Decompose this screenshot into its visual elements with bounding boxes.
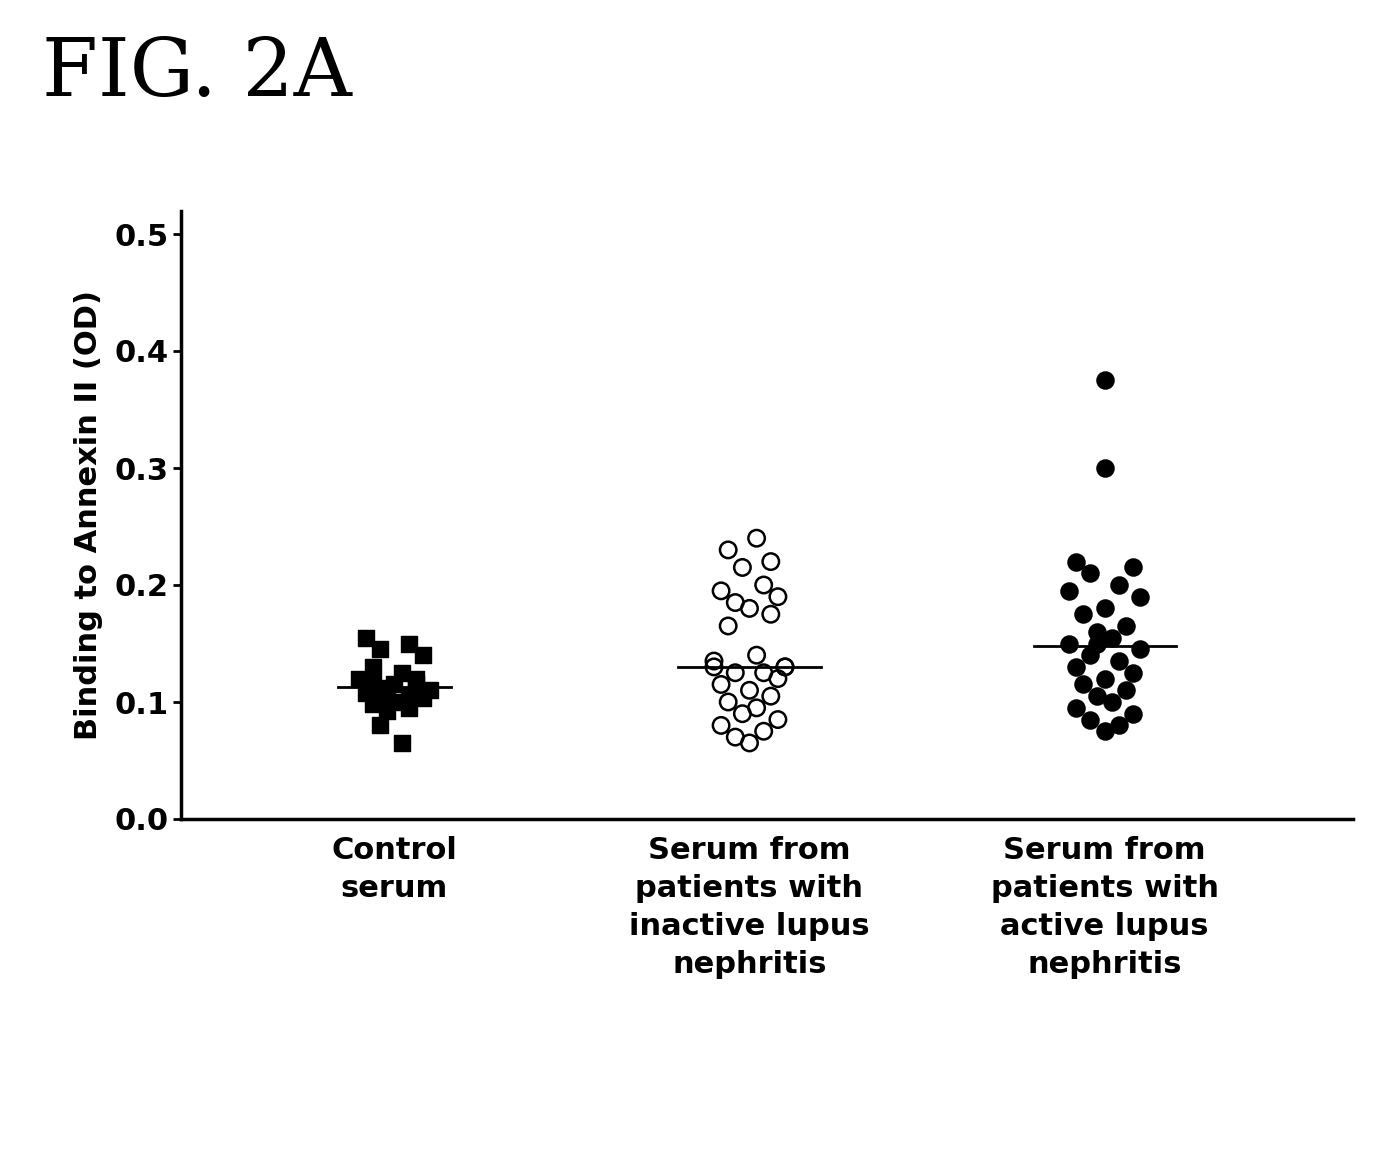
Point bbox=[752, 663, 774, 682]
Point bbox=[1122, 663, 1144, 682]
Point bbox=[767, 669, 790, 688]
Point bbox=[731, 704, 753, 723]
Point bbox=[703, 652, 725, 670]
Point bbox=[398, 686, 420, 704]
Point bbox=[412, 646, 434, 665]
Point bbox=[1115, 617, 1137, 635]
Point bbox=[752, 576, 774, 594]
Point bbox=[1122, 704, 1144, 723]
Point bbox=[738, 681, 760, 700]
Point bbox=[767, 710, 790, 729]
Point bbox=[1064, 698, 1087, 717]
Point bbox=[738, 599, 760, 618]
Point bbox=[347, 669, 370, 688]
Point bbox=[724, 593, 746, 612]
Point bbox=[1094, 599, 1116, 618]
Point bbox=[1087, 687, 1109, 706]
Point bbox=[1108, 576, 1130, 594]
Point bbox=[370, 687, 392, 706]
Point bbox=[724, 728, 746, 746]
Point bbox=[1101, 693, 1123, 711]
Point bbox=[745, 529, 767, 548]
Point bbox=[354, 628, 377, 647]
Point bbox=[1057, 634, 1080, 653]
Point bbox=[774, 658, 797, 676]
Point bbox=[1122, 558, 1144, 577]
Point bbox=[377, 702, 399, 721]
Point bbox=[738, 734, 760, 752]
Point bbox=[1073, 605, 1095, 624]
Point bbox=[384, 693, 406, 711]
Point bbox=[398, 698, 420, 717]
Point bbox=[377, 679, 399, 697]
Point bbox=[1087, 634, 1109, 653]
Point bbox=[370, 640, 392, 659]
Point bbox=[1080, 710, 1102, 729]
Point bbox=[1094, 669, 1116, 688]
Point bbox=[767, 587, 790, 606]
Point bbox=[398, 634, 420, 653]
Point bbox=[724, 663, 746, 682]
Point bbox=[412, 689, 434, 708]
Point bbox=[710, 675, 732, 694]
Point bbox=[717, 617, 739, 635]
Point bbox=[710, 581, 732, 600]
Point bbox=[1087, 622, 1109, 641]
Point bbox=[1101, 628, 1123, 647]
Point bbox=[1080, 564, 1102, 583]
Point bbox=[703, 658, 725, 676]
Text: FIG. 2A: FIG. 2A bbox=[42, 35, 352, 113]
Point bbox=[1129, 587, 1151, 606]
Point bbox=[760, 552, 783, 571]
Point bbox=[1115, 681, 1137, 700]
Point bbox=[370, 716, 392, 735]
Point bbox=[717, 541, 739, 559]
Point bbox=[405, 675, 427, 694]
Point bbox=[354, 683, 377, 702]
Point bbox=[731, 558, 753, 577]
Y-axis label: Binding to Annexin II (OD): Binding to Annexin II (OD) bbox=[74, 290, 103, 739]
Point bbox=[710, 716, 732, 735]
Point bbox=[1057, 581, 1080, 600]
Point bbox=[774, 658, 797, 676]
Point bbox=[1080, 646, 1102, 665]
Point bbox=[405, 669, 427, 688]
Point bbox=[745, 698, 767, 717]
Point bbox=[717, 693, 739, 711]
Point bbox=[760, 605, 783, 624]
Point bbox=[1129, 640, 1151, 659]
Point bbox=[384, 675, 406, 694]
Point bbox=[745, 646, 767, 665]
Point bbox=[391, 734, 413, 752]
Point bbox=[361, 658, 384, 676]
Point bbox=[1064, 552, 1087, 571]
Point bbox=[752, 722, 774, 741]
Point bbox=[418, 681, 441, 700]
Point bbox=[1064, 658, 1087, 676]
Point bbox=[361, 675, 384, 694]
Point bbox=[1108, 716, 1130, 735]
Point bbox=[1094, 371, 1116, 390]
Point bbox=[361, 695, 384, 714]
Point bbox=[1094, 459, 1116, 477]
Point bbox=[1073, 675, 1095, 694]
Point bbox=[1108, 652, 1130, 670]
Point bbox=[391, 663, 413, 682]
Point bbox=[1094, 722, 1116, 741]
Point bbox=[760, 687, 783, 706]
